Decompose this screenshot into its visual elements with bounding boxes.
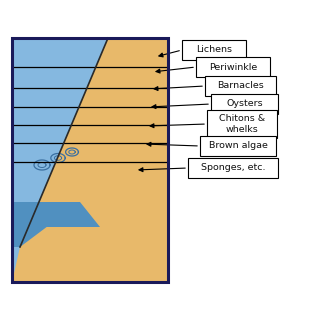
Text: Sponges, etc.: Sponges, etc.	[201, 164, 265, 172]
Bar	[211, 94, 278, 114]
Text: Oysters: Oysters	[226, 100, 263, 108]
Bar	[207, 110, 277, 138]
Bar	[196, 57, 270, 77]
Polygon shape	[12, 202, 100, 227]
Text: Barnacles: Barnacles	[217, 82, 264, 91]
Text: Brown algae: Brown algae	[209, 141, 268, 150]
Bar	[188, 158, 278, 178]
Text: Chitons &
whelks: Chitons & whelks	[219, 114, 265, 134]
Bar	[12, 38, 168, 282]
Polygon shape	[12, 38, 168, 282]
Bar	[182, 40, 246, 60]
Bar	[205, 76, 276, 96]
Polygon shape	[12, 202, 80, 247]
Text: Periwinkle: Periwinkle	[209, 62, 257, 71]
Text: Lichens: Lichens	[196, 45, 232, 54]
Bar	[200, 136, 276, 156]
Bar	[12, 38, 168, 282]
